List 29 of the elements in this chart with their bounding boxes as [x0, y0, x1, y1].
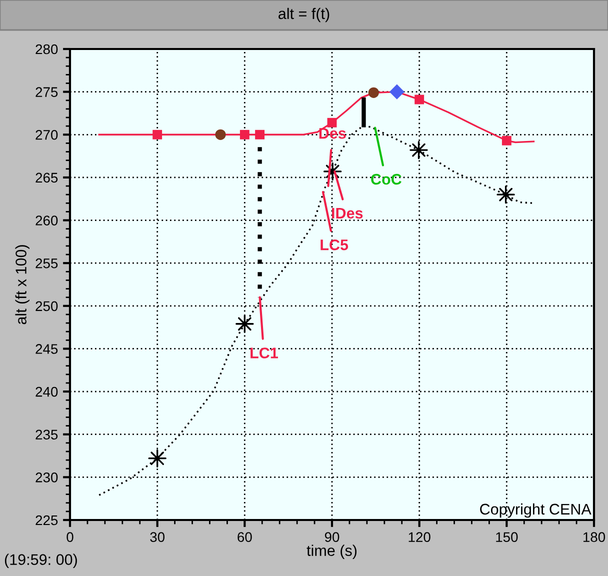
y-axis-title: alt (ft x 100) [15, 245, 30, 324]
annotation: CoC [371, 174, 402, 185]
x-tick-label: 150 [496, 532, 518, 542]
y-tick-label: 230 [36, 472, 58, 482]
y-tick-label: 280 [36, 44, 58, 54]
x-tick-label: 120 [408, 532, 430, 542]
x-axis-title: time (s) [306, 544, 357, 559]
y-tick-label: 260 [36, 216, 58, 226]
annotation: Copyright CENA [480, 503, 592, 518]
y-tick-label: 255 [36, 258, 58, 268]
x-tick-label: 90 [324, 532, 340, 542]
y-tick-label: 235 [36, 430, 58, 440]
annotation: LC5 [320, 239, 348, 250]
text: (19:59: 00) [4, 554, 77, 568]
annotation: LC1 [250, 348, 278, 358]
x-tick-label: 0 [66, 532, 74, 542]
y-tick-label: 245 [36, 344, 58, 354]
y-tick-label: 225 [36, 515, 58, 526]
y-tick-label: 270 [36, 130, 58, 140]
x-tick-label: 30 [150, 532, 165, 542]
y-tick-label: 240 [36, 386, 58, 397]
chart-title: alt = f(t) [278, 8, 330, 22]
y-tick-label: 275 [36, 87, 58, 97]
annotation: Des [319, 128, 346, 139]
annotation: IDes [332, 208, 363, 219]
y-tick-label: 265 [36, 172, 58, 183]
x-tick-label: 180 [583, 532, 606, 542]
x-tick-label: 60 [238, 532, 252, 542]
y-tick-label: 250 [36, 301, 58, 312]
